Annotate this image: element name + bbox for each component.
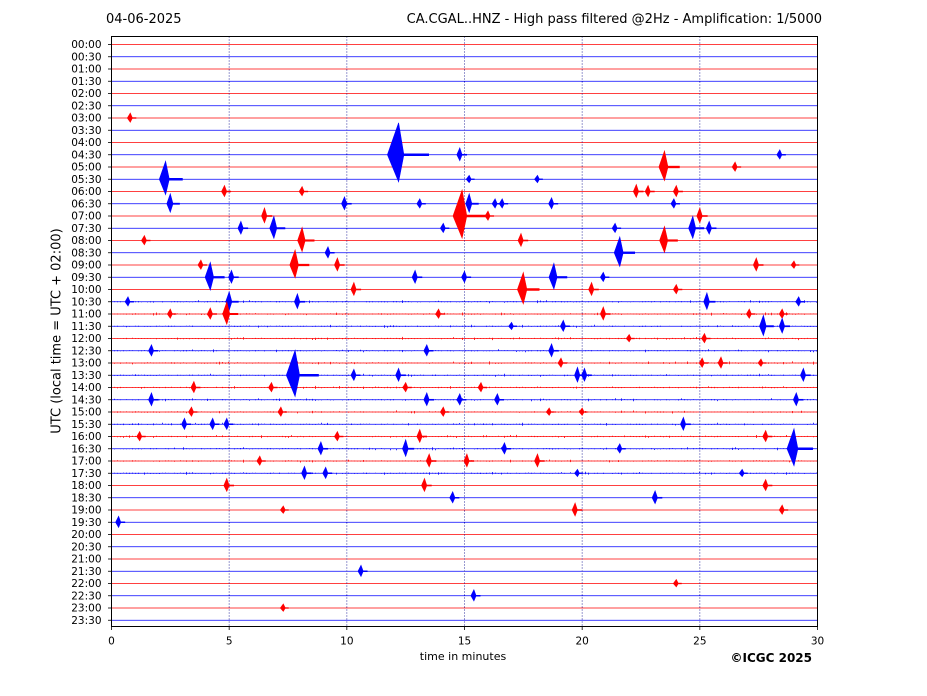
seismic-event	[387, 122, 405, 183]
y-tick-label: 18:30	[71, 492, 101, 504]
trace-rows	[111, 44, 818, 621]
y-tick-label: 23:00	[71, 603, 101, 615]
y-tick-label: 23:30	[71, 615, 101, 627]
y-tick-label: 11:30	[71, 321, 101, 333]
x-tick-labels: 0 5 10 15 20 25 30	[108, 626, 824, 648]
y-tick-label: 15:30	[71, 419, 101, 431]
y-tick-label: 21:00	[71, 554, 101, 566]
y-tick-label: 18:00	[71, 480, 101, 492]
y-tick-label: 06:30	[71, 198, 101, 210]
y-tick-labels: 00:0000:3001:0001:3002:0002:3003:0003:30…	[71, 39, 112, 627]
y-tick-label: 07:30	[71, 223, 101, 235]
y-tick-label: 13:30	[71, 370, 101, 382]
y-axis-label: UTC (local time = UTC + 02:00)	[49, 228, 65, 434]
y-tick-label: 22:30	[71, 590, 101, 602]
chart-title: CA.CGAL..HNZ - High pass filtered @2Hz -…	[406, 12, 822, 27]
y-tick-label: 07:00	[71, 211, 101, 223]
seismic-events	[115, 112, 813, 612]
x-tick-label: 10	[340, 636, 353, 648]
x-tick-label: 20	[575, 636, 588, 648]
y-tick-label: 17:00	[71, 456, 101, 468]
vertical-grid	[228, 36, 701, 627]
y-tick-label: 16:30	[71, 443, 101, 455]
y-tick-label: 06:00	[71, 186, 101, 198]
y-tick-label: 15:00	[71, 407, 101, 419]
y-tick-label: 14:00	[71, 382, 101, 394]
y-tick-label: 04:30	[71, 149, 101, 161]
y-tick-label: 09:30	[71, 272, 101, 284]
y-tick-label: 22:00	[71, 578, 101, 590]
x-tick-label: 0	[108, 636, 115, 648]
y-tick-label: 08:30	[71, 247, 101, 259]
seismic-event	[158, 160, 170, 196]
y-tick-label: 11:00	[71, 309, 101, 321]
seismic-event	[452, 188, 468, 240]
y-tick-label: 05:00	[71, 162, 101, 174]
y-tick-label: 01:00	[71, 64, 101, 76]
y-tick-label: 10:30	[71, 296, 101, 308]
y-tick-label: 04:00	[71, 137, 101, 149]
y-tick-label: 02:00	[71, 88, 101, 100]
y-tick-label: 03:00	[71, 113, 101, 125]
y-tick-label: 01:30	[71, 76, 101, 88]
y-tick-label: 19:30	[71, 517, 101, 529]
x-tick-label: 15	[458, 636, 471, 648]
y-tick-label: 17:30	[71, 468, 101, 480]
y-tick-label: 21:30	[71, 566, 101, 578]
seismic-event	[786, 427, 799, 467]
y-tick-label: 12:30	[71, 345, 101, 357]
y-tick-label: 12:00	[71, 333, 101, 345]
y-tick-label: 02:30	[71, 100, 101, 112]
x-tick-label: 30	[811, 636, 824, 648]
y-tick-label: 16:00	[71, 431, 101, 443]
y-tick-label: 00:30	[71, 51, 101, 63]
copyright-label: ©ICGC 2025	[730, 651, 812, 665]
y-tick-label: 00:00	[71, 39, 101, 51]
y-tick-label: 20:00	[71, 529, 101, 541]
y-tick-label: 10:00	[71, 284, 101, 296]
y-tick-label: 20:30	[71, 541, 101, 553]
y-tick-label: 19:00	[71, 505, 101, 517]
y-tick-label: 08:00	[71, 235, 101, 247]
y-tick-label: 13:00	[71, 358, 101, 370]
y-tick-label: 03:30	[71, 125, 101, 137]
date-label: 04-06-2025	[106, 12, 182, 27]
seismic-event	[658, 149, 669, 182]
x-tick-label: 5	[226, 636, 233, 648]
seismic-event	[285, 349, 300, 398]
y-tick-label: 05:30	[71, 174, 101, 186]
y-tick-label: 09:00	[71, 260, 101, 272]
x-axis-label: time in minutes	[419, 650, 507, 663]
x-tick-label: 25	[693, 636, 706, 648]
y-tick-label: 14:30	[71, 394, 101, 406]
